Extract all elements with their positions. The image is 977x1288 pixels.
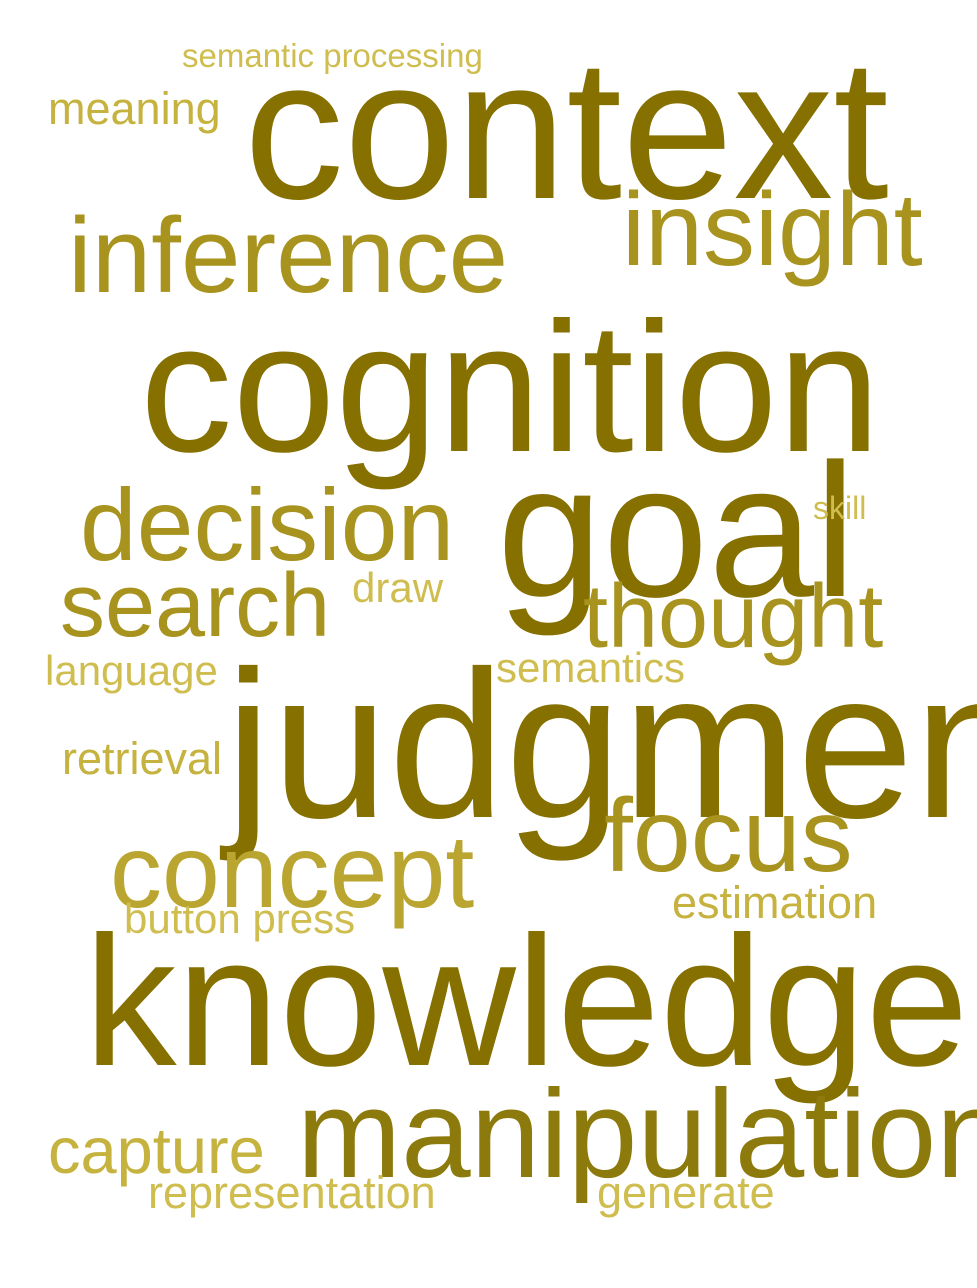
word-context: context xyxy=(244,18,889,241)
word-button-press: button press xyxy=(124,895,356,942)
word-capture: capture xyxy=(48,1114,265,1187)
word-estimation: estimation xyxy=(672,877,878,928)
word-representation: representation xyxy=(148,1167,436,1218)
word-concept: concept xyxy=(110,814,475,930)
word-thought: thought xyxy=(583,567,884,667)
word-generate: generate xyxy=(597,1167,775,1218)
word-manipulation: manipulation xyxy=(297,1065,977,1204)
word-meaning: meaning xyxy=(48,83,221,134)
word-inference: inference xyxy=(68,195,509,315)
word-draw: draw xyxy=(352,564,444,611)
word-retrieval: retrieval xyxy=(62,733,223,784)
word-semantic-processing: semantic processing xyxy=(182,37,483,74)
word-semantics: semantics xyxy=(496,644,686,691)
word-cognition: cognition xyxy=(140,285,881,491)
word-goal: goal xyxy=(497,425,857,637)
word-insight: insight xyxy=(622,172,923,288)
word-focus: focus xyxy=(604,778,853,894)
word-knowledge: knowledge xyxy=(84,899,969,1105)
word-skill: skill xyxy=(813,490,867,526)
word-judgment: judgment xyxy=(225,627,977,862)
word-search: search xyxy=(60,556,331,656)
word-language: language xyxy=(45,647,218,694)
word-decision: decision xyxy=(80,468,455,582)
